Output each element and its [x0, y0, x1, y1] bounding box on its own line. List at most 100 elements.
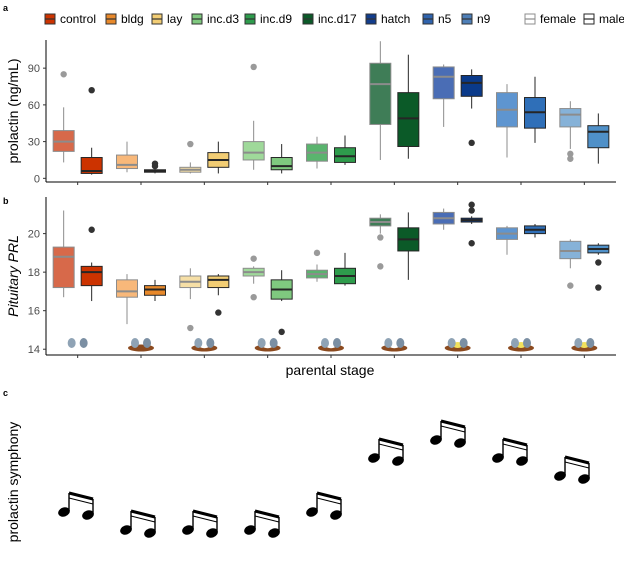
music-note	[368, 437, 404, 466]
stage-icon-hatch	[444, 338, 471, 352]
bird-shape	[143, 338, 151, 348]
box-female-control	[52, 71, 75, 163]
box-male-bldg	[144, 279, 166, 302]
outlier-point	[567, 155, 574, 162]
legend-item-n5: n5	[422, 12, 452, 26]
stage-icon-n5	[508, 338, 534, 352]
outlier-point	[468, 207, 475, 214]
legend-item-control: control	[44, 12, 96, 26]
outlier-point	[595, 259, 602, 266]
box-female-control	[52, 210, 75, 298]
note-beam	[502, 437, 528, 447]
y-tick-label: 16	[28, 306, 40, 318]
note-beam	[192, 515, 218, 523]
outlier-point	[250, 255, 257, 262]
legend-label: hatch	[381, 12, 410, 26]
box-female-inc-d3	[242, 255, 265, 301]
stage-icon-bldg	[128, 338, 154, 352]
outlier-point	[567, 282, 574, 289]
legend-item-inc-d17: inc.d17	[302, 12, 357, 26]
note-beam	[254, 515, 280, 523]
box-body	[369, 62, 392, 125]
note-head	[430, 435, 442, 445]
stage-icon-lay	[191, 338, 218, 352]
box-female-hatch	[432, 64, 455, 127]
box-body	[52, 246, 75, 289]
note-beam	[68, 491, 94, 501]
box-body	[334, 147, 356, 163]
legend-label: bldg	[121, 12, 144, 26]
box-body	[116, 279, 138, 298]
panel-label-c: c	[3, 388, 8, 398]
y-tick-label: 18	[28, 267, 40, 279]
bird-shape	[396, 338, 405, 348]
box-male-control	[80, 86, 103, 175]
box-female-inc-d17	[369, 41, 392, 160]
music-note	[120, 509, 156, 538]
outlier-point	[250, 293, 257, 301]
box-female-bldg	[116, 141, 138, 173]
box-female-inc-d3	[242, 63, 265, 170]
legend-item-male: male	[583, 12, 624, 26]
outlier-point	[567, 150, 574, 158]
bird-shape	[269, 338, 278, 348]
legend-item-hatch: hatch	[365, 12, 410, 26]
outlier-point	[187, 324, 194, 332]
box-male-inc-d9	[334, 252, 356, 286]
bird-shape	[194, 338, 203, 348]
note-head	[58, 507, 70, 517]
note-beam	[192, 509, 218, 519]
note-beam	[564, 461, 590, 469]
box-female-n9	[559, 101, 582, 162]
note-beam	[316, 491, 342, 501]
note-head	[516, 456, 528, 466]
box-male-control	[80, 226, 103, 302]
box-female-n9	[559, 239, 582, 289]
outlier-point	[151, 162, 159, 170]
box-body	[80, 157, 103, 174]
note-beam	[440, 419, 466, 429]
outlier-point	[88, 86, 95, 94]
stage-icon-inc-d9	[318, 338, 344, 352]
y-axis-title: Pituitary PRL	[5, 235, 21, 317]
outlier-point	[468, 240, 475, 247]
stage-icon-inc-d3	[254, 338, 281, 352]
y-axis-title: prolactin (ng/mL)	[5, 58, 21, 163]
box-body	[116, 154, 138, 170]
music-note	[182, 509, 218, 538]
music-note	[492, 437, 528, 466]
y-tick-label: 0	[34, 173, 40, 185]
box-female-lay	[179, 268, 202, 332]
legend: control bldg lay inc.d3 inc.d9 inc.d17 hatch n5…	[44, 12, 624, 26]
legend-label: inc.d17	[318, 12, 357, 26]
legend-label: n9	[477, 12, 491, 26]
outlier-point	[187, 140, 194, 148]
note-head	[392, 456, 404, 466]
legend-item-lay: lay	[151, 12, 182, 26]
note-head	[182, 525, 194, 535]
note-head	[368, 453, 380, 463]
y-tick-label: 20	[28, 229, 40, 241]
box-body	[270, 157, 293, 171]
note-head	[330, 510, 342, 520]
outlier-point	[377, 263, 384, 270]
note-beam	[502, 443, 528, 451]
note-head	[578, 474, 590, 484]
outlier-point	[313, 249, 321, 257]
box-female-hatch	[432, 208, 455, 230]
note-head	[268, 528, 280, 538]
box-body	[397, 92, 420, 147]
box-body	[559, 108, 582, 128]
box-body	[432, 66, 455, 100]
stage-icon-control	[67, 338, 88, 348]
note-head	[120, 525, 132, 535]
box-body	[460, 75, 483, 97]
box-male-n5	[524, 76, 546, 143]
music-note	[554, 455, 590, 484]
box-male-bldg	[144, 160, 166, 174]
bird-shape	[459, 338, 468, 348]
symphony-y-title: prolactin symphony	[5, 422, 21, 543]
box-male-hatch	[460, 201, 483, 247]
note-head	[306, 507, 318, 517]
box-female-lay	[179, 140, 202, 174]
